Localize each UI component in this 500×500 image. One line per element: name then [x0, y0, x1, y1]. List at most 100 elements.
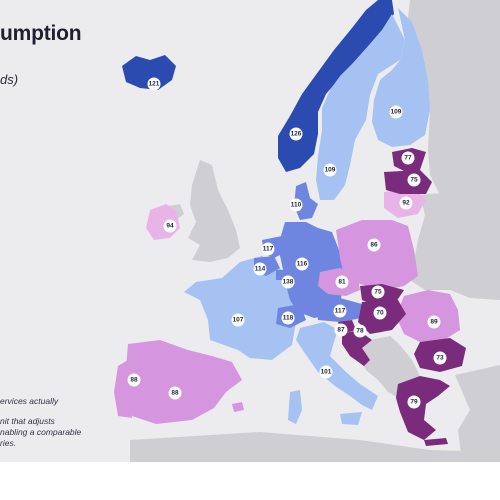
italy-shape	[296, 322, 378, 410]
value-bubble	[433, 351, 447, 365]
value-text: 75	[410, 177, 418, 184]
value-label-luxembourg: 138	[281, 275, 295, 289]
value-text: 138	[283, 279, 294, 286]
value-label-lithuania: 92	[399, 196, 413, 210]
value-text: 107	[233, 317, 244, 324]
value-text: 94	[166, 223, 174, 230]
page-title: umption	[0, 22, 82, 45]
denmark-shape	[294, 182, 318, 220]
value-label-finland: 109	[389, 105, 403, 119]
value-label-poland: 86	[367, 238, 381, 252]
value-bubble	[289, 198, 303, 212]
balearic-shape	[232, 402, 244, 412]
value-text: 89	[430, 319, 438, 326]
value-text: 92	[402, 200, 410, 207]
value-bubble	[334, 323, 348, 337]
value-bubble	[231, 313, 245, 327]
russia-region	[405, 0, 500, 250]
value-label-belgium: 114	[253, 262, 267, 276]
value-label-bulgaria: 73	[433, 351, 447, 365]
value-text: 87	[337, 327, 345, 334]
value-text: 126	[291, 131, 302, 138]
value-bubble	[319, 365, 333, 379]
value-text: 117	[335, 308, 346, 315]
value-label-switzerland: 118	[281, 311, 295, 325]
croatia-shape	[342, 330, 372, 366]
north-africa-region	[130, 432, 500, 462]
value-text: 79	[410, 399, 418, 406]
footnote-line-3: nabling a comparable	[0, 427, 82, 437]
sweden-shape	[316, 14, 405, 200]
value-text: 121	[149, 81, 160, 88]
value-label-romania: 89	[427, 315, 441, 329]
value-text: 109	[391, 109, 402, 116]
iceland-shape	[122, 55, 176, 90]
value-bubble	[371, 285, 385, 299]
value-label-spain: 88	[168, 386, 182, 400]
value-label-greece: 79	[407, 395, 421, 409]
bottom-band	[0, 462, 500, 500]
value-label-estonia: 77	[401, 151, 415, 165]
value-label-latvia: 75	[407, 173, 421, 187]
value-text: 116	[297, 261, 308, 268]
value-bubble	[367, 238, 381, 252]
footnote-line-1: ervices actually	[0, 396, 59, 406]
value-bubble	[281, 275, 295, 289]
value-text: 86	[370, 242, 378, 249]
value-text: 88	[171, 390, 179, 397]
value-label-france: 107	[231, 313, 245, 327]
sicily-shape	[340, 412, 362, 425]
value-bubble	[373, 306, 387, 320]
value-bubble	[389, 105, 403, 119]
value-bubble	[407, 173, 421, 187]
crete-shape	[424, 438, 448, 446]
value-text: 101	[321, 369, 332, 376]
value-bubble	[335, 275, 349, 289]
footnote-line-4: ries.	[0, 438, 17, 448]
value-bubble	[399, 196, 413, 210]
value-label-czechia: 81	[335, 275, 349, 289]
footnote-line-2: nit that adjusts	[0, 416, 55, 426]
value-text: 118	[283, 315, 294, 322]
belarus-ukraine-region	[410, 190, 500, 300]
value-bubble	[353, 324, 367, 338]
value-label-germany: 116	[295, 257, 309, 271]
value-bubble	[127, 373, 141, 387]
spain-shape	[124, 340, 242, 424]
value-bubble	[147, 77, 161, 91]
value-label-portugal: 88	[127, 373, 141, 387]
france-shape	[184, 256, 302, 360]
value-bubble	[333, 304, 347, 318]
value-label-sweden: 109	[323, 163, 337, 177]
value-text: 109	[325, 167, 336, 174]
value-label-croatia: 78	[353, 324, 367, 338]
value-bubble	[168, 386, 182, 400]
norway-shape	[278, 0, 394, 172]
value-labels: 121 126 109 109 77 75 92 94 110 117 114 138 116 86 81 7…	[127, 77, 447, 409]
value-text: 75	[374, 289, 382, 296]
value-bubble	[289, 127, 303, 141]
value-text: 78	[356, 328, 364, 335]
value-label-iceland: 121	[147, 77, 161, 91]
value-bubble	[253, 262, 267, 276]
finland-shape	[372, 8, 430, 147]
value-bubble	[427, 315, 441, 329]
greece-shape	[396, 376, 450, 440]
value-label-italy: 101	[319, 365, 333, 379]
value-label-norway: 126	[289, 127, 303, 141]
value-bubble	[261, 242, 275, 256]
value-bubble	[163, 219, 177, 233]
value-bubble	[401, 151, 415, 165]
romania-shape	[396, 290, 460, 342]
value-text: 110	[291, 202, 302, 209]
page-subtitle: ds)	[0, 72, 19, 87]
portugal-shape	[114, 360, 134, 418]
value-label-hungary: 70	[373, 306, 387, 320]
value-text: 73	[436, 355, 444, 362]
value-text: 70	[376, 310, 384, 317]
value-text: 77	[404, 155, 412, 162]
value-text: 81	[338, 279, 346, 286]
value-label-austria: 117	[333, 304, 347, 318]
value-label-slovakia: 75	[371, 285, 385, 299]
